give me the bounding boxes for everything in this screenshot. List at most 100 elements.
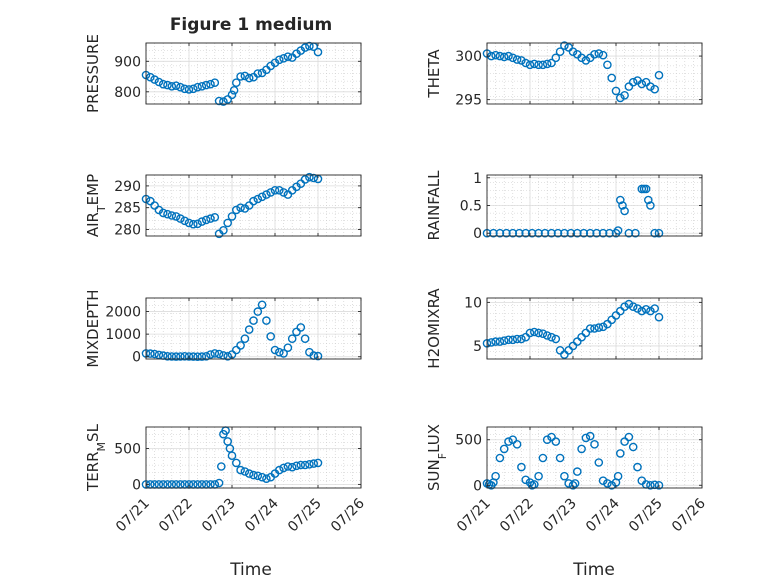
data-point — [231, 345, 241, 355]
data-point — [568, 341, 578, 351]
data-point — [287, 334, 297, 344]
data-point — [620, 206, 629, 216]
data-point — [223, 218, 232, 228]
data-point — [521, 58, 531, 68]
data-point — [590, 50, 599, 59]
data-point — [581, 56, 591, 65]
data-point — [646, 306, 655, 316]
data-point — [515, 228, 524, 238]
axes-box — [145, 426, 362, 489]
data-point — [616, 93, 625, 103]
data-point — [542, 435, 552, 445]
data-point — [560, 350, 569, 359]
data-point — [219, 97, 228, 106]
y-axis-label: THETA — [425, 49, 443, 99]
x-axis-label-left: Time — [229, 560, 272, 580]
data-point — [598, 476, 608, 486]
subplot-rainfall: 0 0.5 1 RAINFALL — [425, 170, 703, 242]
data-point — [585, 431, 595, 441]
data-point — [538, 60, 548, 70]
data-point — [631, 228, 640, 238]
data-point — [547, 58, 556, 68]
data-point — [249, 196, 258, 206]
data-point — [594, 49, 604, 58]
data-point — [236, 203, 245, 212]
y-tick-label: 290 — [114, 179, 141, 195]
data-point — [527, 228, 537, 238]
data-point — [309, 459, 319, 468]
data-point — [197, 352, 207, 361]
data-point — [197, 217, 207, 226]
data-point — [253, 194, 263, 204]
data-point — [292, 327, 301, 337]
data-point — [219, 225, 228, 235]
data-point — [491, 50, 500, 60]
data-point — [249, 316, 258, 325]
y-tick-label: 0 — [473, 226, 482, 242]
data-point — [525, 60, 535, 70]
data-point — [573, 467, 582, 476]
data-point — [249, 470, 258, 480]
data-point — [551, 437, 561, 446]
data-point — [624, 432, 634, 442]
data-point — [521, 228, 531, 238]
data-point — [616, 306, 625, 316]
data-point — [266, 188, 276, 197]
data-point — [641, 304, 651, 314]
data-point — [534, 471, 543, 481]
data-point — [163, 351, 172, 361]
data-point — [564, 345, 574, 355]
data-point — [257, 300, 267, 310]
data-point — [620, 302, 629, 312]
data-point — [244, 73, 254, 83]
data-point — [193, 82, 202, 92]
data-point — [564, 479, 574, 488]
data-point — [495, 337, 505, 346]
data-point — [605, 228, 614, 238]
data-point — [624, 82, 634, 91]
series-points — [482, 41, 664, 103]
y-axis-label: RAINFALL — [425, 170, 443, 241]
data-point — [300, 175, 310, 184]
data-point — [292, 461, 301, 471]
data-point — [206, 350, 215, 359]
data-point — [262, 316, 271, 325]
data-point — [603, 479, 612, 488]
data-point — [613, 471, 623, 481]
data-point — [296, 460, 306, 470]
data-point — [654, 480, 664, 490]
y-tick-label: 500 — [455, 433, 482, 449]
data-point — [628, 77, 638, 87]
data-point — [542, 331, 552, 340]
data-point — [581, 433, 591, 443]
data-point — [530, 327, 539, 337]
plot-area — [146, 298, 361, 359]
data-point — [176, 352, 185, 361]
data-point — [637, 306, 647, 316]
plot-area — [146, 175, 361, 236]
data-point — [184, 352, 194, 361]
data-point — [579, 228, 589, 238]
data-point — [547, 432, 556, 442]
data-point — [611, 86, 621, 96]
data-point — [547, 228, 556, 238]
data-point — [585, 324, 595, 333]
axes-box — [486, 42, 703, 105]
data-point — [180, 216, 189, 226]
series-points — [482, 299, 664, 359]
data-point — [227, 212, 237, 221]
data-point — [568, 47, 578, 57]
data-point — [633, 304, 642, 313]
data-point — [283, 462, 293, 471]
data-point — [616, 195, 625, 205]
data-point — [214, 349, 224, 359]
data-point — [313, 458, 323, 468]
subplot-air_temp: 280 285 290 AIRTEMP — [84, 172, 362, 238]
data-point — [594, 458, 604, 467]
data-point — [654, 312, 664, 322]
data-point — [564, 43, 574, 52]
axes-box — [145, 297, 362, 360]
y-tick-label: 1 — [473, 171, 482, 187]
